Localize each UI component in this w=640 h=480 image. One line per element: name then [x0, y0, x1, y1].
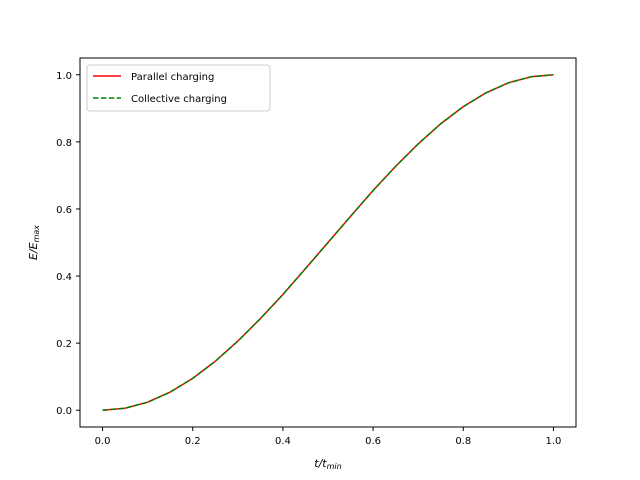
x-axis-label: t/tmin: [314, 457, 341, 471]
x-axis-ticks: 0.0 0.2 0.4 0.6 0.8 1.0: [95, 427, 562, 447]
x-tick-label: 0.0: [95, 436, 111, 447]
x-tick-label: 1.0: [546, 436, 562, 447]
y-axis-label: E/Emax: [27, 225, 41, 260]
x-tick-label: 0.4: [275, 436, 291, 447]
y-tick-label: 0.6: [56, 205, 72, 216]
y-tick-label: 0.4: [56, 272, 72, 283]
y-tick-label: 0.2: [56, 339, 72, 350]
plot-frame: [79, 57, 577, 428]
x-axis-label-main: t/t: [314, 457, 327, 470]
x-tick-label: 0.2: [185, 436, 201, 447]
legend-box: [86, 64, 271, 112]
legend-label-collective-charging: Collective charging: [131, 94, 227, 105]
legend: Parallel charging Collective charging: [86, 64, 271, 112]
x-axis-label-sub: min: [327, 462, 342, 471]
series-layer: [102, 74, 554, 411]
series-line-collective-charging: [102, 74, 554, 411]
y-axis-label-sub: max: [32, 225, 41, 243]
y-axis-ticks: 0.0 0.2 0.4 0.6 0.8 1.0: [56, 71, 80, 417]
y-tick-label: 1.0: [56, 71, 72, 82]
y-tick-label: 0.0: [56, 406, 72, 417]
y-axis-label-main: E/E: [27, 242, 40, 260]
x-tick-label: 0.8: [455, 436, 471, 447]
legend-label-parallel-charging: Parallel charging: [131, 72, 214, 83]
y-tick-label: 0.8: [56, 138, 72, 149]
x-tick-label: 0.6: [365, 436, 381, 447]
